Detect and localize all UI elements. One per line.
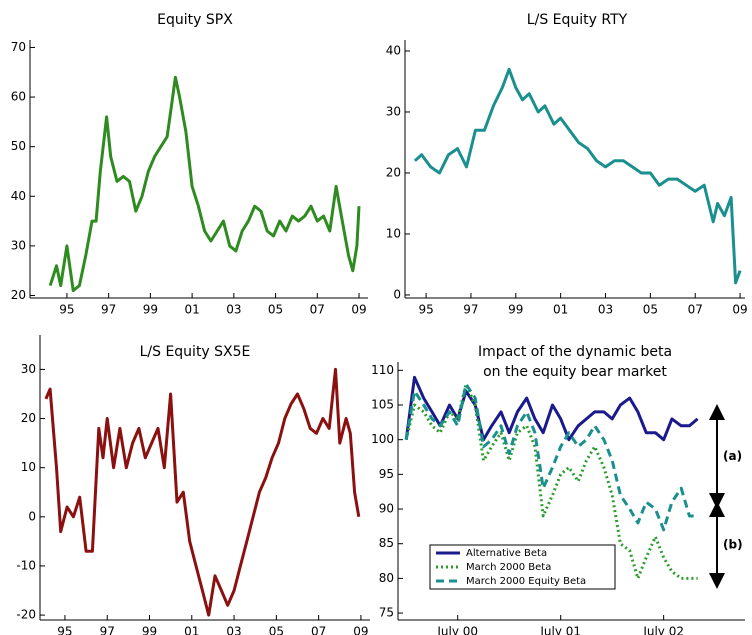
legend-label: March 2000 Equity Beta: [466, 576, 586, 587]
y-tick-label: 20: [386, 165, 401, 179]
x-tick-label: 99: [143, 303, 158, 317]
x-tick-label: 09: [353, 625, 368, 635]
x-tick-label: 09: [732, 303, 747, 317]
legend-box: [429, 544, 616, 590]
legend-label: Alternative Beta: [466, 548, 547, 559]
chart-title: on the equity bear market: [483, 364, 667, 380]
x-tick-label: July 02: [642, 625, 684, 635]
y-tick-label: 0: [393, 287, 401, 301]
y-tick-label: 80: [379, 571, 394, 585]
y-tick-label: 0: [28, 509, 36, 523]
x-tick-label: 05: [643, 303, 658, 317]
x-tick-label: 99: [142, 625, 157, 635]
chart-title: L/S Equity RTY: [527, 12, 628, 28]
y-tick-label: 20: [11, 288, 26, 302]
x-tick-label: 99: [508, 303, 523, 317]
x-tick-label: 97: [463, 303, 478, 317]
y-tick-label: 75: [379, 606, 394, 620]
data-line: [44, 367, 361, 617]
x-tick-label: 97: [101, 303, 116, 317]
x-tick-label: 07: [311, 625, 326, 635]
chart-title: L/S Equity SX5E: [140, 344, 251, 360]
chart-title: Impact of the dynamic beta: [478, 344, 672, 360]
y-tick-label: 90: [379, 502, 394, 516]
x-tick-label: 95: [418, 303, 433, 317]
y-tick-label: 40: [386, 43, 401, 57]
x-tick-label: 05: [269, 625, 284, 635]
data-line: [48, 75, 361, 293]
y-tick-label: 50: [11, 139, 26, 153]
x-tick-label: 07: [688, 303, 703, 317]
x-tick-label: 97: [100, 625, 115, 635]
y-tick-label: 60: [11, 90, 26, 104]
y-tick-label: 95: [379, 467, 394, 481]
annotation: (a): [723, 449, 742, 463]
y-tick-label: 30: [21, 362, 36, 376]
chart-title: Equity SPX: [157, 12, 233, 28]
x-tick-label: 05: [268, 303, 283, 317]
y-tick-label: 40: [11, 189, 26, 203]
y-tick-label: 30: [11, 238, 26, 252]
y-tick-label: 110: [371, 363, 394, 377]
y-tick-label: -10: [16, 558, 36, 572]
x-tick-label: July 01: [539, 625, 581, 635]
x-tick-label: 03: [226, 625, 241, 635]
x-tick-label: 03: [598, 303, 613, 317]
x-tick-label: 95: [59, 303, 74, 317]
y-tick-label: 30: [386, 104, 401, 118]
x-tick-label: 07: [310, 303, 325, 317]
y-tick-label: 20: [21, 411, 36, 425]
data-line: [404, 382, 698, 532]
x-tick-label: 95: [57, 625, 72, 635]
data-line: [404, 375, 699, 442]
y-tick-label: 70: [11, 40, 26, 54]
y-tick-label: 100: [371, 432, 394, 446]
y-tick-label: 85: [379, 536, 394, 550]
x-tick-label: July 00: [436, 625, 478, 635]
x-tick-label: 09: [351, 303, 366, 317]
x-tick-label: 03: [226, 303, 241, 317]
x-tick-label: 01: [184, 625, 199, 635]
annotation: (b): [723, 538, 743, 552]
x-tick-label: 01: [184, 303, 199, 317]
y-tick-label: 10: [21, 460, 36, 474]
legend-label: March 2000 Beta: [466, 562, 551, 573]
data-line: [413, 67, 742, 285]
y-tick-label: 10: [386, 226, 401, 240]
y-tick-label: -20: [16, 608, 36, 622]
y-tick-label: 105: [371, 398, 394, 412]
x-tick-label: 01: [553, 303, 568, 317]
